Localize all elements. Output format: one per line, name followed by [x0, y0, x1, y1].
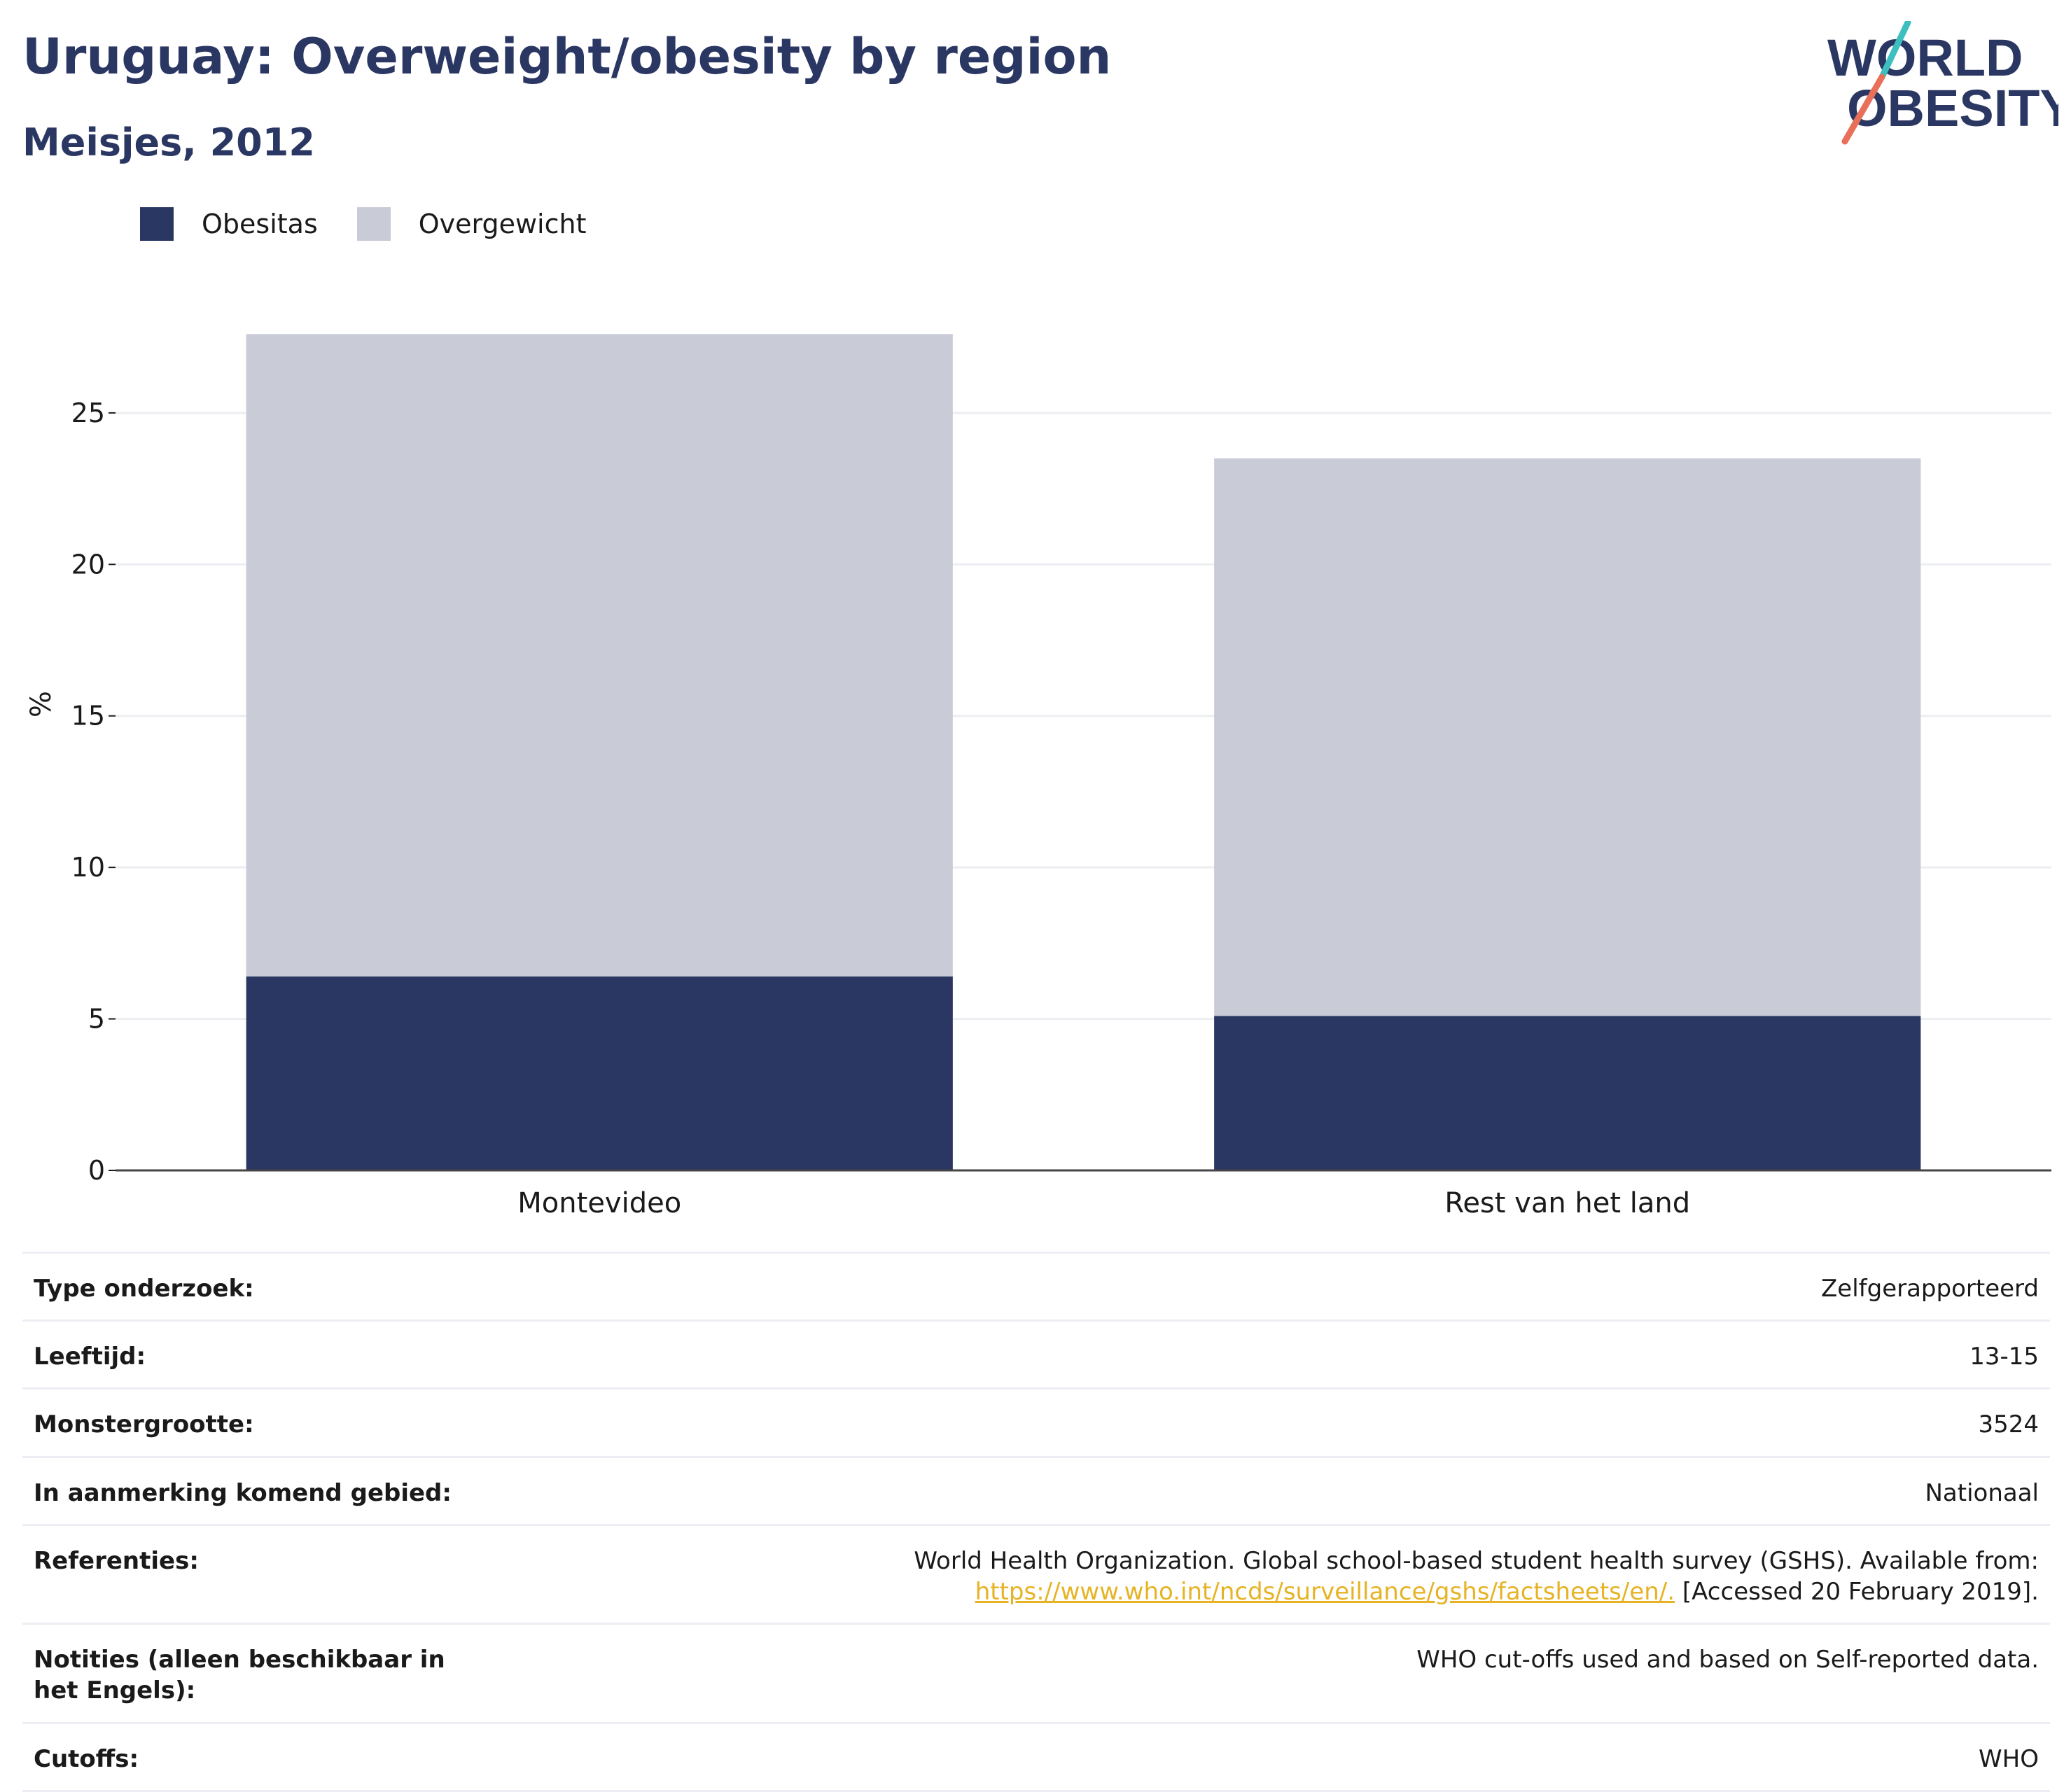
x-tick-label: Rest van het land: [1444, 1187, 1690, 1219]
logo-line2: OBESITY: [1847, 79, 2058, 137]
bar-chart: 0 5 10 15 20 25% Montevideo Rest van het land: [25, 334, 2051, 1219]
meta-row-references: Referenties: World Health Organization. …: [22, 1523, 2050, 1623]
logo-line1: WORLD: [1827, 29, 2023, 87]
meta-row-type: Type onderzoek: Zelfgerapporteerd: [22, 1252, 2050, 1320]
bar-obesitas: [1214, 1016, 1921, 1170]
meta-row-sample-size: Monstergrootte: 3524: [22, 1387, 2050, 1455]
world-obesity-logo: WORLD OBESITY: [1827, 21, 2058, 145]
meta-label: In aanmerking komend gebied:: [34, 1478, 452, 1507]
y-tick-label: 0: [88, 1155, 105, 1186]
meta-label: Monstergrootte:: [34, 1410, 254, 1439]
meta-row-age: Leeftijd: 13-15: [22, 1320, 2050, 1387]
meta-row-notes: Notities (alleen beschikbaar in het Enge…: [22, 1623, 2050, 1721]
reference-accessed: [Accessed 20 February 2019].: [1675, 1577, 2039, 1606]
meta-row-cutoffs: Cutoffs: WHO: [22, 1721, 2050, 1792]
meta-label: Leeftijd:: [34, 1343, 146, 1371]
reference-text: World Health Organization. Global school…: [914, 1546, 2039, 1575]
bar-overgewicht: [246, 334, 953, 976]
survey-metadata-table: Type onderzoek: Zelfgerapporteerd Leefti…: [22, 1252, 2050, 1792]
y-tick-label: 25: [71, 398, 105, 428]
meta-value: WHO cut-offs used and based on Self-repo…: [1416, 1646, 2039, 1674]
meta-value: World Health Organization. Global school…: [914, 1546, 2039, 1607]
chart-title: Uruguay: Overweight/obesity by region: [22, 28, 1112, 85]
meta-label: Notities (alleen beschikbaar in het Enge…: [34, 1646, 445, 1705]
meta-value: WHO: [1979, 1744, 2039, 1773]
meta-value: Zelfgerapporteerd: [1820, 1275, 2039, 1303]
x-tick-label: Montevideo: [517, 1187, 681, 1219]
legend-swatch-obesitas: [140, 207, 174, 241]
legend-swatch-overgewicht: [356, 207, 391, 241]
chart-legend: Obesitas Overgewicht: [140, 207, 626, 241]
meta-value: 13-15: [1969, 1343, 2039, 1371]
legend-label-obesitas: Obesitas: [202, 209, 318, 239]
y-axis-label: %: [25, 691, 57, 718]
meta-row-area: In aanmerking komend gebied: Nationaal: [22, 1455, 2050, 1524]
bar-obesitas: [246, 976, 953, 1170]
reference-link[interactable]: https://www.who.int/ncds/surveillance/gs…: [975, 1577, 1675, 1606]
legend-label-overgewicht: Overgewicht: [418, 209, 587, 239]
chart-subtitle: Meisjes, 2012: [22, 120, 315, 164]
meta-value: Nationaal: [1925, 1478, 2039, 1507]
meta-value: 3524: [1978, 1410, 2039, 1439]
legend-item-obesitas[interactable]: Obesitas: [140, 207, 318, 241]
legend-item-overgewicht[interactable]: Overgewicht: [356, 207, 587, 241]
meta-label: Referenties:: [34, 1546, 199, 1575]
y-tick-label: 15: [71, 701, 105, 732]
y-tick-label: 20: [71, 549, 105, 580]
y-tick-label: 10: [71, 852, 105, 883]
meta-label: Cutoffs:: [34, 1744, 139, 1773]
y-tick-label: 5: [88, 1004, 105, 1035]
meta-label: Type onderzoek:: [34, 1275, 254, 1303]
bar-overgewicht: [1214, 458, 1921, 1016]
